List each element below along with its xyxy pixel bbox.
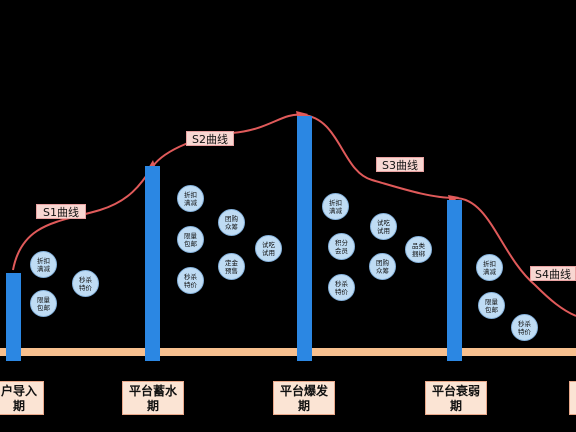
curve-label-s3: S3曲线	[376, 157, 424, 172]
curve-label-s4: S4曲线	[530, 266, 576, 281]
curve-label-s1: S1曲线	[36, 204, 86, 219]
tactic-bubble-bundle: 品类 捆绑	[405, 236, 432, 263]
phase-bar-4	[447, 200, 462, 361]
curve-label-s2: S2曲线	[186, 131, 234, 146]
phase-bar-3	[297, 116, 312, 361]
tactic-bubble-limited: 限量 包邮	[177, 226, 204, 253]
tactic-bubble-flash-sale: 秒杀 特价	[328, 274, 355, 301]
tactic-bubble-discount: 折扣 满减	[30, 251, 57, 278]
tactic-bubble-flash-sale: 秒杀 特价	[177, 267, 204, 294]
tactic-bubble-group-buy: 团购 众筹	[218, 209, 245, 236]
phase-label-decline: 平台衰弱期	[425, 381, 487, 415]
tactic-bubble-group-buy: 团购 众筹	[369, 253, 396, 280]
tactic-bubble-trial: 试吃 试用	[370, 213, 397, 240]
phase-label-explosion: 平台爆发期	[273, 381, 335, 415]
tactic-bubble-flash-sale: 秒杀 特价	[72, 270, 99, 297]
phase-label-cut-off	[569, 381, 576, 415]
phase-label-intro: 户导入期	[0, 381, 44, 415]
phase-bar-1	[6, 273, 21, 361]
tactic-bubble-limited: 限量 包邮	[30, 290, 57, 317]
tactic-bubble-limited: 限量 包邮	[478, 292, 505, 319]
tactic-bubble-presale: 定金 预售	[218, 253, 245, 280]
tactic-bubble-discount: 折扣 满减	[177, 185, 204, 212]
baseline-axis	[0, 348, 576, 356]
tactic-bubble-flash-sale: 秒杀 特价	[511, 314, 538, 341]
phase-label-accumulation: 平台蓄水期	[122, 381, 184, 415]
phase-bar-2	[145, 166, 160, 361]
tactic-bubble-membership: 积分 会员	[328, 233, 355, 260]
tactic-bubble-discount: 折扣 满减	[322, 193, 349, 220]
tactic-bubble-trial: 试吃 试用	[255, 235, 282, 262]
tactic-bubble-discount: 折扣 满减	[476, 254, 503, 281]
